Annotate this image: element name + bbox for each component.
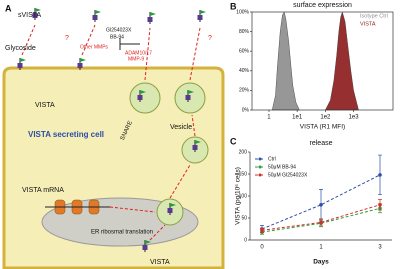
label: Glycoside: [5, 45, 36, 52]
label: ?: [208, 35, 212, 42]
x-tick-label: 1e3: [349, 115, 360, 121]
label: VISTA mRNA: [22, 187, 64, 194]
label: VISTA secreting cell: [28, 130, 104, 139]
x-tick-label: 0: [260, 245, 264, 251]
panel-label: A: [5, 3, 12, 13]
label: MMP-9: [128, 56, 144, 62]
inhibit: [119, 38, 140, 50]
x-tick-label: 1: [267, 115, 271, 121]
point: [260, 228, 264, 233]
protein: [92, 9, 102, 23]
plot-frame: [251, 11, 394, 111]
legend-marker: [258, 165, 262, 169]
legend-entry: Isotype Ctrl: [360, 13, 388, 19]
legend-marker: [258, 173, 262, 177]
y-tick-label: 60%: [239, 49, 250, 55]
y-tick-label: 100: [239, 193, 248, 199]
chart-title: release: [310, 140, 333, 147]
x-tick-label: 1: [319, 245, 323, 251]
arrows: [21, 24, 201, 241]
label: VISTA: [150, 259, 170, 266]
x-tick-label: 1e1: [292, 115, 303, 121]
histogram: [325, 11, 359, 111]
y-tick-label: 20%: [239, 88, 250, 94]
point: [319, 203, 323, 207]
label: Other MMPs: [80, 44, 109, 50]
y-tick-label: 150: [239, 171, 248, 177]
y-axis-label: VISTA (pg/10⁶ cells): [235, 167, 242, 225]
legend-marker: [258, 157, 262, 161]
protein: [197, 9, 207, 23]
label: VISTA: [35, 102, 55, 109]
series-line: [261, 204, 381, 231]
protein: [147, 11, 157, 25]
y-tick-label: 50: [241, 215, 247, 221]
chart-title: surface expression: [293, 2, 352, 9]
label: ?: [65, 35, 69, 42]
legend-entry: VISTA: [360, 21, 376, 27]
series-line: [261, 207, 381, 233]
y-tick-label: 0: [244, 237, 247, 243]
legend-entry: 50μM BB-94: [268, 164, 296, 170]
label: sVISTA: [18, 12, 42, 19]
label: GI254023X: [106, 27, 132, 33]
x-axis-label: Days: [313, 259, 329, 266]
point: [378, 173, 382, 177]
label: BB-94: [110, 34, 124, 40]
label: ADAM10/17: [125, 50, 152, 56]
panel-label: C: [230, 136, 237, 146]
y-tick-label: 200: [239, 149, 248, 155]
label: ER ribosmal translation: [91, 230, 153, 236]
x-tick-label: 3: [378, 245, 382, 251]
legend-entry: 50μM GI254023X: [268, 172, 308, 178]
histogram: [271, 11, 300, 111]
x-axis-label: VISTA (R1 MFI): [300, 124, 345, 131]
point: [378, 203, 382, 207]
series-line: [261, 174, 381, 230]
y-tick-label: 100%: [236, 9, 249, 15]
panel-a: A sVISTA Glycoside GI254023X BB-94 Other…: [2, 3, 225, 269]
x-tick-label: 1e2: [320, 115, 331, 121]
vesicle: [129, 82, 161, 114]
panel-label: B: [230, 1, 237, 11]
point: [319, 220, 323, 225]
legend-entry: Ctrl: [268, 156, 276, 162]
label: Vesicle: [170, 124, 192, 131]
y-tick-label: 80%: [239, 29, 250, 35]
y-tick-label: 40%: [239, 68, 250, 74]
y-tick-label: 0%: [242, 107, 250, 113]
